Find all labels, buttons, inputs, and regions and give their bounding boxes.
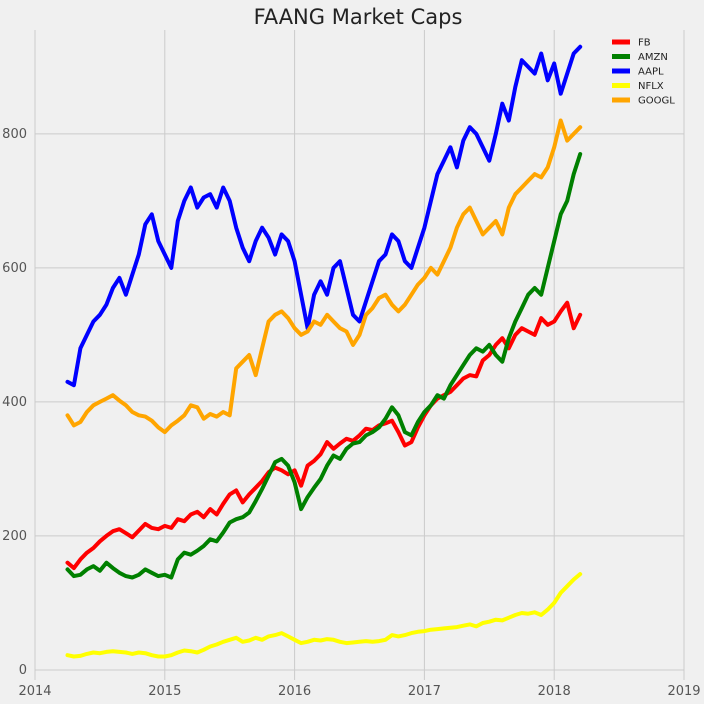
y-tick-label-400: 400 [2, 395, 27, 410]
legend: FB AMZN AAPL NFLX GOOGL [612, 38, 675, 107]
legend-label-nflx: NFLX [638, 81, 664, 92]
legend-label-googl: GOOGL [638, 96, 675, 107]
x-tick-label-2017: 2017 [408, 684, 441, 699]
y-tick-label-0: 0 [19, 663, 27, 678]
x-tick-label-2014: 2014 [18, 684, 51, 699]
grid [34, 30, 685, 680]
legend-label-aapl: AAPL [638, 67, 664, 78]
y-tick-label-800: 800 [2, 127, 27, 142]
x-tick-label-2018: 2018 [538, 684, 571, 699]
series-line-aapl [65, 44, 583, 388]
y-tick-label-200: 200 [2, 529, 27, 544]
x-tick-label-2015: 2015 [148, 684, 181, 699]
chart-title: FAANG Market Caps [254, 5, 463, 29]
series-line-googl [65, 118, 583, 435]
series-line-fb [65, 300, 583, 571]
series-line-nflx [65, 572, 583, 659]
series-lines [65, 44, 583, 659]
legend-label-amzn: AMZN [638, 52, 668, 63]
x-tick-label-2016: 2016 [278, 684, 311, 699]
series-line-amzn [65, 152, 583, 580]
y-tick-label-600: 600 [2, 261, 27, 276]
x-tick-label-2019: 2019 [667, 684, 700, 699]
legend-label-fb: FB [638, 38, 651, 49]
tick-labels: 2014 2015 2016 2017 2018 2019 0 200 400 600 800 [2, 127, 700, 699]
